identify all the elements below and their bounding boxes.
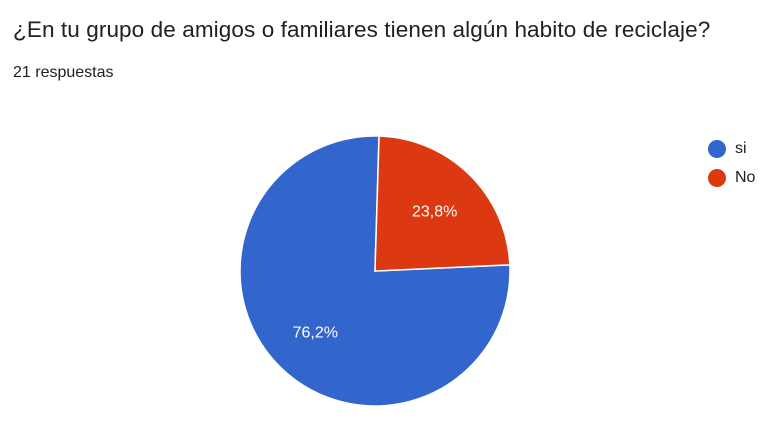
pie-slice-no[interactable]: [374, 135, 511, 272]
legend-swatch: [708, 168, 726, 187]
legend-label: si: [735, 139, 747, 157]
slice-label-si: 76,2%: [293, 325, 338, 342]
response-count: 21 respuestas: [13, 64, 114, 81]
legend-label: No: [735, 168, 756, 186]
question-title: ¿En tu grupo de amigos o familiares tien…: [13, 17, 711, 42]
chart-legend: si No: [708, 134, 755, 192]
slice-label-no: 23,8%: [412, 203, 457, 220]
legend-swatch: [708, 139, 726, 158]
pie-slice-si[interactable]: [239, 135, 511, 407]
legend-item-no[interactable]: No: [708, 163, 755, 192]
legend-item-si[interactable]: si: [708, 134, 755, 163]
